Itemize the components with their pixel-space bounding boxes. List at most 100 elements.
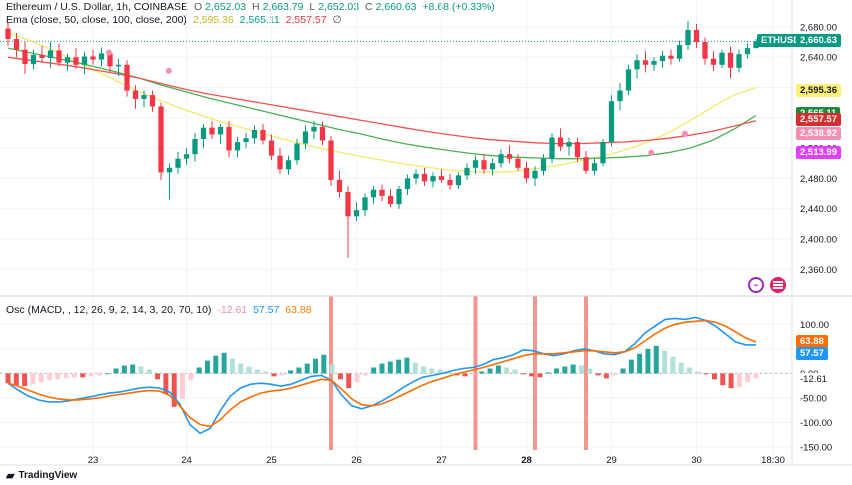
- time-tick-label: 29: [606, 455, 617, 466]
- candle-body: [5, 28, 11, 40]
- osc-hist-bar: [562, 366, 568, 374]
- candle: [39, 45, 45, 63]
- time-tick-label: 28: [521, 455, 532, 466]
- osc-hist-bar: [254, 369, 260, 374]
- candle-body: [625, 69, 632, 91]
- candle-body: [472, 160, 479, 168]
- candle-body: [744, 48, 751, 55]
- osc-hist-bar: [578, 365, 584, 374]
- candle: [90, 49, 96, 65]
- candle-body: [455, 175, 462, 186]
- candle: [226, 120, 232, 158]
- candle: [328, 135, 334, 186]
- cross-marker: [648, 149, 655, 156]
- osc-hist-bar: [238, 363, 244, 374]
- flag-icon[interactable]: [770, 277, 786, 293]
- osc-hist-bar: [229, 358, 235, 374]
- candle: [455, 172, 462, 190]
- osc-header[interactable]: Osc (MACD, , 12, 26, 9, 2, 14, 3, 20, 70…: [6, 304, 315, 316]
- osc-hist-bar: [711, 373, 717, 380]
- osc-hist-bar: [304, 363, 310, 374]
- candle: [540, 154, 547, 176]
- candle-body: [243, 138, 249, 143]
- osc-hist-value: -12.61: [217, 304, 248, 316]
- candle: [336, 170, 343, 198]
- candle: [124, 60, 130, 97]
- symbol-title: Ethereum / U.S. Dollar, 1h, COINBASE: [6, 1, 189, 13]
- candle-body: [149, 95, 156, 107]
- candle: [319, 121, 326, 146]
- osc-hist-bar: [520, 373, 526, 375]
- osc-tick-label: -150.00: [800, 443, 832, 454]
- candle-body: [328, 140, 334, 180]
- candle: [132, 85, 139, 109]
- osc-hist-bar: [512, 369, 518, 374]
- osc-hist-bar: [537, 373, 543, 378]
- time-tick-label: 26: [351, 455, 362, 466]
- candle-body: [430, 176, 436, 182]
- osc-hist-bar: [22, 373, 28, 387]
- osc-hist-bar: [163, 373, 169, 395]
- candle-body: [22, 49, 28, 65]
- osc-hist-bar: [188, 373, 194, 381]
- candle: [498, 149, 504, 168]
- osc-hist-bar: [113, 368, 119, 374]
- candle-body: [166, 167, 173, 173]
- osc-hist-bar: [246, 366, 252, 374]
- candle: [591, 158, 598, 176]
- candle-body: [676, 45, 683, 59]
- osc-hist-bar: [196, 367, 202, 374]
- indicator-icon[interactable]: ⌁: [748, 277, 764, 293]
- candle: [625, 64, 632, 96]
- candle-body: [124, 64, 130, 91]
- osc-hist-bar: [138, 366, 144, 374]
- candle-body: [481, 160, 487, 170]
- candle-body: [47, 50, 54, 58]
- candle-body: [549, 137, 555, 159]
- osc-hist-bar: [313, 358, 319, 374]
- time-tick-label: 18:30: [761, 455, 785, 466]
- candle-body: [175, 158, 181, 168]
- candle: [22, 42, 28, 74]
- signal-line: [7, 319, 757, 428]
- osc-hist-bar: [221, 352, 227, 374]
- osc-hist-bar: [279, 373, 285, 376]
- osc-hist-bar: [720, 373, 726, 386]
- ema50-tag: 2,595.36: [796, 84, 841, 98]
- candle: [727, 46, 734, 79]
- candle: [158, 102, 164, 180]
- candle-body: [617, 90, 623, 102]
- osc-hist-tag: -12.61: [796, 372, 831, 386]
- osc-hist-bar: [437, 369, 443, 374]
- osc-hist-bar: [13, 373, 19, 386]
- osc-hist-bar: [687, 367, 693, 374]
- candle: [617, 82, 623, 111]
- candle-body: [192, 139, 198, 155]
- candle-body: [753, 41, 759, 49]
- price-tick-label: 2,440.00: [800, 204, 837, 215]
- candle: [719, 49, 725, 68]
- candle: [149, 90, 156, 112]
- price-tick-label: 2,680.00: [800, 22, 837, 33]
- candle: [56, 43, 62, 67]
- candle-body: [234, 142, 241, 151]
- candle: [523, 161, 530, 183]
- osc-hist-bar: [204, 360, 210, 374]
- candle-body: [651, 61, 657, 65]
- osc-hist-bar: [30, 373, 36, 385]
- osc-hist-bar: [130, 364, 136, 374]
- candle: [183, 148, 190, 165]
- candle: [353, 202, 360, 221]
- candle-body: [498, 154, 504, 164]
- ema-header[interactable]: Ema (close, 50, close, 100, close, 200) …: [6, 14, 345, 26]
- candle: [234, 136, 241, 158]
- candle-body: [438, 176, 445, 180]
- tradingview-icon: ▰: [6, 470, 15, 482]
- candle: [311, 120, 317, 140]
- osc-hist-bar: [421, 366, 427, 374]
- time-tick-label: 25: [266, 455, 277, 466]
- candle: [710, 51, 717, 71]
- candle: [285, 155, 292, 175]
- candle: [702, 37, 708, 65]
